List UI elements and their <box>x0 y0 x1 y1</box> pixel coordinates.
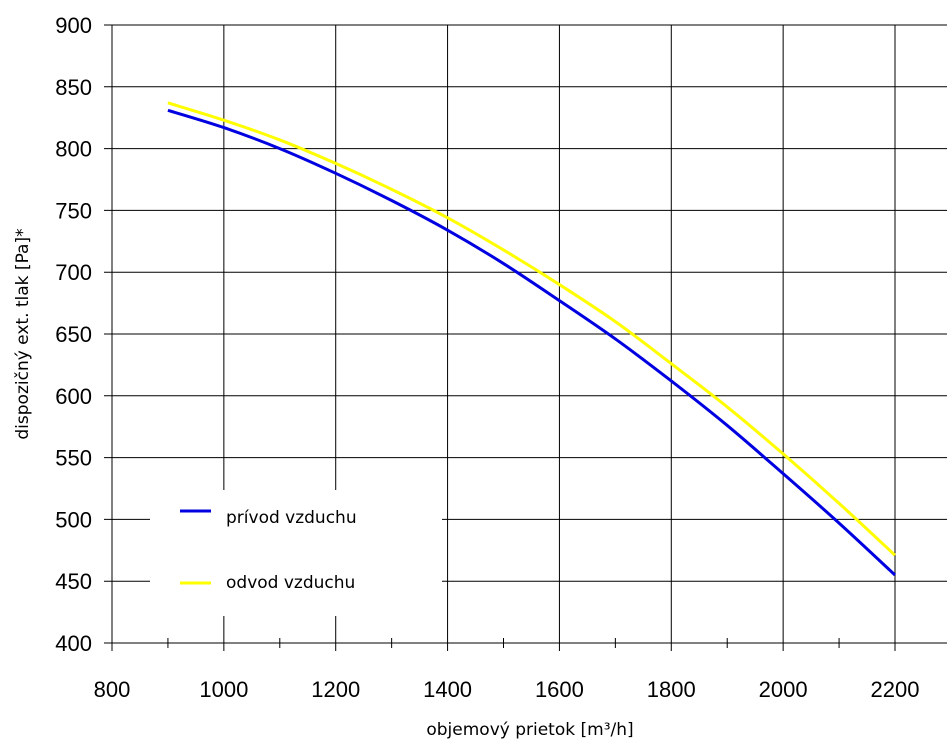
y-tick-label: 500 <box>55 507 92 532</box>
x-tick-label: 1800 <box>647 677 696 702</box>
x-tick-label: 800 <box>94 677 131 702</box>
minor-ticks <box>167 638 840 648</box>
y-tick-label: 650 <box>55 322 92 347</box>
y-tick-label: 800 <box>55 137 92 162</box>
y-axis-title: dispozičný ext. tlak [Pa]* <box>13 228 33 439</box>
y-tick-labels: 400 450 500 550 600 650 700 750 800 850 900 <box>55 13 92 656</box>
x-tick-label: 2200 <box>871 677 920 702</box>
y-tick-label: 750 <box>55 198 92 223</box>
y-tick-label: 900 <box>55 13 92 38</box>
y-tick-label: 400 <box>55 631 92 656</box>
x-tick-label: 2000 <box>759 677 808 702</box>
series-lines <box>167 101 897 577</box>
legend-label-odvod: odvod vzduchu <box>226 573 355 593</box>
y-tick-label: 600 <box>55 384 92 409</box>
x-tick-label: 1600 <box>535 677 584 702</box>
x-tick-label: 1400 <box>423 677 472 702</box>
series-line-odvod <box>167 101 897 557</box>
series-line-privod <box>167 108 897 577</box>
y-tick-label: 450 <box>55 569 92 594</box>
x-tick-label: 1200 <box>311 677 360 702</box>
legend: prívod vzduchu odvod vzduchu <box>150 490 442 616</box>
y-tick-label: 850 <box>55 75 92 100</box>
x-tick-label: 1000 <box>199 677 248 702</box>
x-tick-labels: 800 1000 1200 1400 1600 1800 2000 2200 <box>94 677 920 702</box>
legend-label-privod: prívod vzduchu <box>226 508 357 528</box>
y-tick-label: 700 <box>55 260 92 285</box>
y-tick-label: 550 <box>55 446 92 471</box>
x-axis-title: objemový prietok [m³/h] <box>426 720 633 740</box>
